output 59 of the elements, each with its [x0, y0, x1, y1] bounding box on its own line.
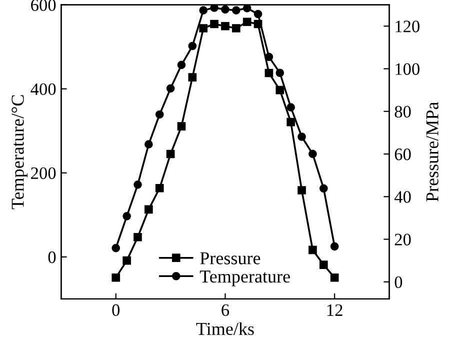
- y2-tick-label: 120: [396, 20, 420, 32]
- y-tick-label: 0: [48, 251, 56, 264]
- x-tick-label: 12: [327, 304, 342, 316]
- y2-tick-label: 20: [394, 234, 411, 246]
- y2-tick-label: 80: [394, 106, 411, 118]
- point: [319, 184, 328, 193]
- point: [286, 118, 295, 126]
- x-tick-label: 0: [112, 304, 120, 316]
- y2-tick-label: 60: [394, 148, 411, 160]
- point: [210, 20, 218, 28]
- point: [155, 184, 164, 192]
- point: [232, 24, 240, 32]
- point: [122, 212, 131, 220]
- point: [276, 86, 284, 94]
- point: [144, 140, 153, 148]
- x-axis-title: Time/ks: [196, 322, 254, 336]
- point: [134, 180, 142, 189]
- point: [330, 242, 339, 251]
- y-axis-title: Temperature/°C: [12, 95, 28, 210]
- point: [122, 256, 131, 265]
- point: [242, 4, 252, 12]
- point: [298, 132, 306, 141]
- point: [232, 6, 240, 14]
- point: [112, 244, 120, 252]
- point: [177, 122, 186, 130]
- point: [112, 273, 120, 282]
- y2-tick-label: 40: [394, 191, 411, 203]
- point: [199, 24, 208, 32]
- point: [199, 6, 208, 14]
- point: [221, 22, 230, 30]
- point: [210, 4, 218, 12]
- point: [134, 232, 142, 242]
- point: [330, 273, 339, 282]
- y-tick-label: 400: [30, 83, 56, 96]
- point: [177, 60, 186, 70]
- point: [221, 5, 230, 14]
- point: [276, 68, 284, 78]
- point: [264, 68, 274, 78]
- point: [298, 186, 306, 194]
- point: [308, 150, 317, 158]
- y2-tick-label: 100: [396, 63, 420, 75]
- y2-axis-title: Pressure/MPa: [426, 102, 438, 202]
- point: [254, 20, 262, 28]
- y2-tick-label: 0: [394, 276, 402, 288]
- legend-label: Pressure: [200, 252, 260, 264]
- point: [188, 42, 197, 50]
- point: [188, 73, 197, 82]
- x-tick-label: 6: [222, 304, 230, 316]
- y-tick-label: 200: [31, 167, 56, 180]
- point: [166, 84, 175, 93]
- point: [308, 246, 317, 254]
- point: [319, 260, 328, 269]
- legend-label: Temperature: [200, 270, 290, 286]
- point: [286, 103, 295, 112]
- point: [242, 18, 252, 26]
- point: [254, 10, 262, 18]
- point: [166, 150, 175, 158]
- point: [144, 205, 153, 214]
- point: [155, 110, 164, 119]
